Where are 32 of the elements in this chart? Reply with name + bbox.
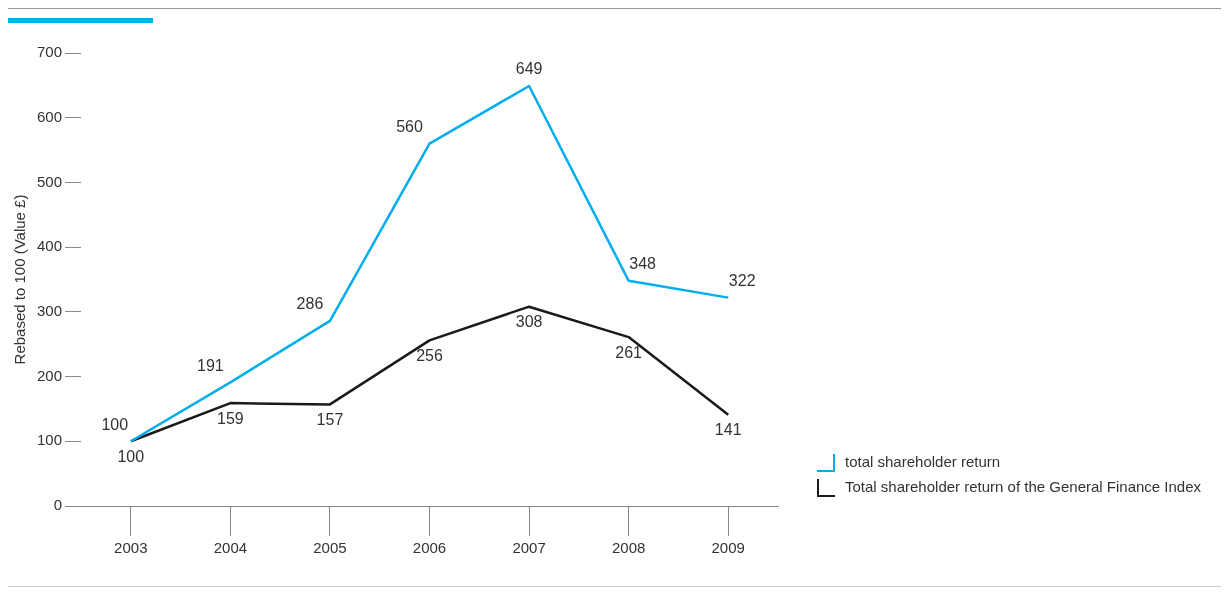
data-label: 100	[101, 415, 129, 433]
x-tick-label: 2008	[611, 539, 646, 557]
data-label: 256	[416, 346, 443, 364]
data-label: 649	[515, 60, 543, 78]
x-tick-label: 2006	[412, 539, 447, 557]
y-tick-label: 300	[37, 302, 63, 319]
y-tick-label: 500	[37, 172, 63, 190]
data-label: 261	[615, 343, 643, 361]
x-tick-label: 2005	[313, 539, 347, 557]
y-tick-label: 200	[37, 366, 63, 384]
legend-label: Total shareholder return of the General Finance Index	[845, 478, 1202, 495]
y-tick-label: 100	[37, 431, 63, 449]
y-tick-label: 400	[37, 237, 63, 255]
data-label: 159	[217, 409, 244, 427]
data-label: 286	[296, 295, 324, 313]
data-label: 348	[629, 255, 657, 273]
x-tick-label: 2007	[512, 539, 546, 557]
x-tick-label: 2004	[213, 539, 248, 557]
y-tick-label: 700	[37, 43, 63, 61]
y-tick-label: 0	[53, 496, 63, 514]
x-tick-label: 2003	[114, 539, 148, 557]
x-tick-label: 2009	[711, 539, 745, 557]
data-label: 560	[396, 118, 423, 136]
data-label: 157	[316, 410, 344, 428]
y-axis-title: Rebased to 100 (Value £)	[11, 194, 29, 365]
data-label: 191	[197, 356, 224, 374]
data-label: 308	[515, 313, 543, 331]
y-tick-label: 600	[37, 107, 63, 125]
data-label: 322	[728, 272, 756, 290]
legend-label: total shareholder return	[845, 453, 1001, 470]
data-label: 141	[714, 421, 742, 439]
data-label: 100	[117, 447, 145, 465]
